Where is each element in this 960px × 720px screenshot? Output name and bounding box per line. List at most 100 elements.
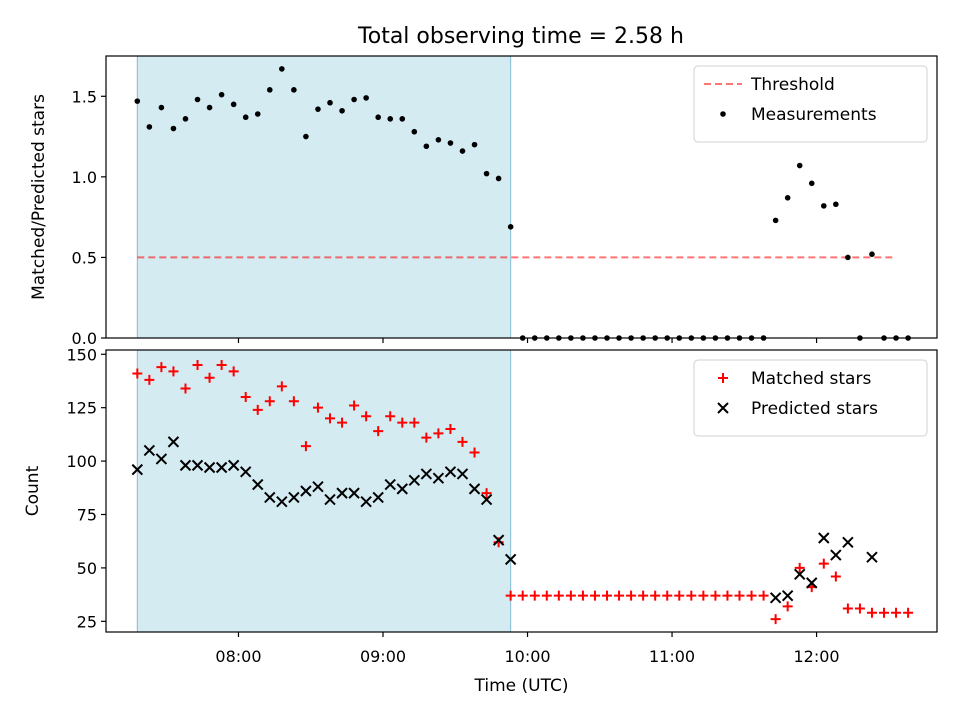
data-point (409, 417, 420, 428)
data-point (300, 441, 311, 452)
data-point (158, 104, 165, 111)
data-point (254, 111, 261, 117)
data-point (230, 101, 237, 108)
y-tick-label: 25 (77, 612, 97, 631)
data-point (397, 417, 408, 428)
data-point (315, 106, 321, 112)
data-point (638, 590, 649, 601)
data-point (203, 461, 216, 474)
data-point (842, 603, 853, 614)
data-point (264, 396, 275, 407)
data-point (131, 463, 144, 476)
data-point (192, 359, 203, 370)
data-point (351, 96, 357, 103)
data-point (614, 590, 625, 601)
legend-box (693, 359, 928, 437)
data-point (818, 558, 829, 569)
data-point (216, 359, 227, 370)
data-point (312, 402, 323, 413)
data-point (144, 374, 155, 385)
data-point (227, 459, 240, 472)
data-point (481, 488, 492, 499)
data-point (143, 444, 156, 457)
data-point (820, 203, 827, 209)
bottom-panel-count-plot: 25 50 75 100 125 150 08:00 09:00 10:00 11:00 12:00… (23, 345, 938, 696)
data-point (252, 404, 263, 415)
legend-label: Threshold (750, 75, 835, 95)
legend-label: Matched stars (751, 369, 871, 389)
data-point (421, 432, 432, 443)
data-point (432, 472, 445, 484)
data-point (444, 466, 457, 478)
x-tick-label: 10:00 (504, 647, 550, 666)
axes-frame (105, 55, 938, 339)
data-point (869, 251, 875, 258)
data-point (239, 466, 252, 478)
data-point (134, 98, 141, 104)
series-matched-stars (132, 359, 914, 625)
data-point (167, 436, 180, 448)
data-point (529, 590, 540, 601)
data-point (215, 461, 228, 474)
data-point (155, 453, 168, 465)
data-point (387, 116, 394, 122)
data-point (469, 447, 480, 458)
data-point (903, 607, 914, 618)
data-point (734, 590, 745, 601)
data-point (327, 99, 333, 106)
data-point (375, 114, 381, 121)
data-point (722, 590, 733, 601)
data-point (492, 534, 505, 546)
data-point (457, 436, 468, 447)
data-point (423, 143, 430, 150)
data-point (833, 201, 839, 208)
data-point (746, 590, 757, 601)
data-point (182, 116, 189, 122)
data-point (396, 483, 408, 495)
data-point (384, 478, 396, 491)
data-point (698, 590, 709, 601)
y-tick-label: 100 (66, 452, 97, 471)
data-point (288, 491, 300, 504)
data-point (325, 413, 336, 424)
data-point (411, 128, 418, 135)
legend: Threshold Measurements (693, 65, 928, 143)
data-point (291, 87, 297, 93)
data-point (206, 104, 213, 111)
data-point (781, 589, 794, 602)
y-tick-label: 0.0 (72, 329, 97, 348)
data-point (420, 468, 433, 480)
data-point (204, 372, 215, 383)
y-axis-label: Count (23, 465, 43, 516)
data-point (758, 590, 769, 601)
x-tick-label: 09:00 (360, 647, 406, 666)
data-point (385, 411, 396, 422)
data-point (348, 487, 360, 499)
data-point (505, 590, 516, 601)
legend-label: Measurements (751, 105, 877, 125)
data-point (589, 590, 600, 601)
y-tick-label: 1.0 (72, 168, 97, 187)
data-point (170, 125, 177, 132)
data-point (433, 428, 444, 439)
data-point (471, 141, 478, 148)
data-point (541, 590, 552, 601)
data-point (288, 396, 299, 407)
data-point (504, 553, 517, 566)
series-predicted-stars (131, 436, 878, 604)
data-point (168, 366, 179, 377)
data-point (602, 590, 613, 601)
y-tick-label: 1.5 (72, 87, 97, 106)
x-tick-label: 12:00 (794, 647, 840, 666)
data-point (507, 224, 514, 230)
y-tick-label: 0.5 (72, 248, 97, 267)
data-point (191, 459, 204, 472)
data-point (300, 485, 312, 497)
data-point (818, 532, 830, 544)
shaded-time-span (136, 349, 512, 633)
data-point (662, 590, 673, 601)
shaded-time-span (136, 55, 512, 339)
data-point (830, 549, 842, 561)
legend-box (693, 65, 928, 143)
